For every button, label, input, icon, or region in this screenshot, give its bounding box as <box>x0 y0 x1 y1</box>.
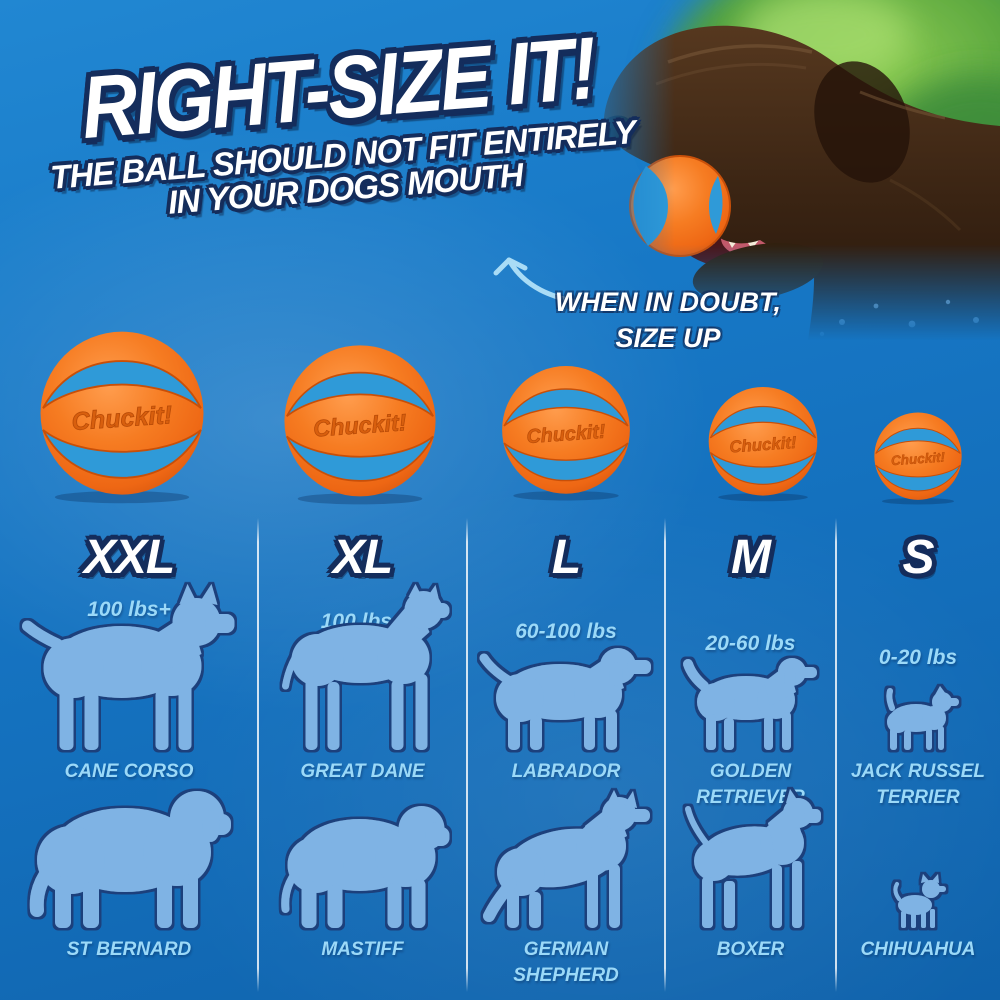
st-bernard-silhouette <box>29 791 231 928</box>
ball-s: Chuckit! <box>873 411 963 505</box>
dog-photo <box>598 0 1000 340</box>
photo-content <box>598 0 1000 340</box>
size-chart: XXL 100 lbs+ CANE CORSO <box>0 518 1000 1000</box>
column-divider <box>664 518 666 992</box>
curved-arrow-icon <box>493 257 578 305</box>
size-column-xxl: XXL 100 lbs+ CANE CORSO <box>0 518 258 1000</box>
dog-chin <box>692 243 824 301</box>
jack-russell-silhouette <box>886 686 959 750</box>
size-column-s: S 0-20 lbs JACK RUSSEL TERRIER <box>836 518 1000 1000</box>
column-divider <box>257 518 259 992</box>
weight-range: 60-100 lbs <box>515 620 617 643</box>
weight-range: 20-60 lbs <box>705 632 796 655</box>
breed-label: CANE CORSO <box>64 761 194 782</box>
labrador-silhouette <box>479 648 651 750</box>
water-droplets <box>819 299 979 337</box>
size-label: XL <box>332 531 393 584</box>
size-label: M <box>731 531 771 584</box>
boxer-silhouette <box>684 789 821 928</box>
breed-label: JACK RUSSEL TERRIER <box>850 761 986 808</box>
chuckit-logo-text: Chuckit! <box>526 421 607 448</box>
hint-line-2: SIZE UP <box>615 323 721 354</box>
size-label: S <box>902 531 934 584</box>
dog-nose <box>598 115 632 141</box>
great-dane-silhouette <box>281 584 449 750</box>
size-column-m: M 20-60 lbs GOLDEN RETRIEVER <box>665 518 836 1000</box>
chihuahua-silhouette <box>893 874 946 928</box>
ball-xxl: Chuckit! <box>38 329 206 504</box>
weight-range: 0-20 lbs <box>878 646 958 669</box>
size-label: L <box>551 531 581 584</box>
breed-label: BOXER <box>716 939 785 960</box>
hint-text: WHEN IN DOUBT, SIZE UP <box>518 284 818 357</box>
chuckit-logo-text: Chuckit! <box>71 401 173 436</box>
hint-line-1: WHEN IN DOUBT, <box>555 287 781 317</box>
ball-in-mouth <box>629 155 731 257</box>
golden-retriever-silhouette <box>682 658 817 750</box>
breed-label: GOLDEN RETRIEVER <box>696 761 805 808</box>
breed-label: ST BERNARD <box>66 939 192 960</box>
size-column-l: L 60-100 lbs LABRADOR <box>467 518 665 1000</box>
mastiff-silhouette <box>280 806 449 928</box>
breed-label: MASTIFF <box>321 939 404 960</box>
column-divider <box>835 518 837 992</box>
weight-range: 100 lbs+ <box>87 598 171 621</box>
column-divider <box>466 518 468 992</box>
ball-m: Chuckit! <box>707 385 819 502</box>
cane-corso-silhouette <box>22 584 235 750</box>
size-column-xl: XL 100 lbs+ GREAT DANE <box>258 518 467 1000</box>
breed-label: CHIHUAHUA <box>860 939 976 960</box>
dog-ear <box>814 61 910 183</box>
chuckit-logo-text: Chuckit! <box>890 450 945 469</box>
ball-xl: Chuckit! <box>282 343 438 505</box>
breed-label: LABRADOR <box>511 761 621 782</box>
breed-label: GREAT DANE <box>300 761 425 782</box>
german-shepherd-silhouette <box>483 790 650 928</box>
breed-label: GERMAN SHEPHERD <box>513 939 619 986</box>
ball-l: Chuckit! <box>500 364 632 501</box>
size-label: XXL <box>83 531 175 584</box>
